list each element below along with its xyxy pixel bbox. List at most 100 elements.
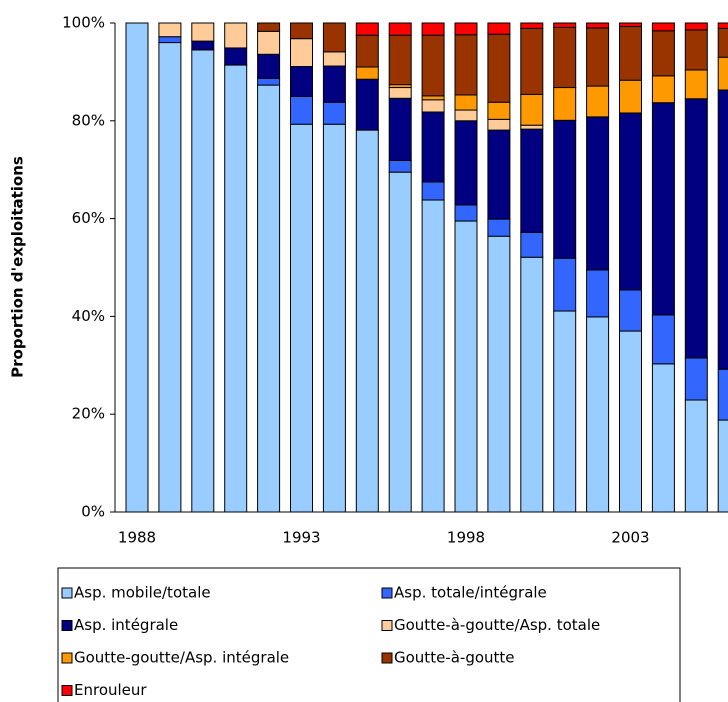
- x-tick-label: 1998: [447, 529, 485, 547]
- bar-segment: [454, 204, 478, 222]
- bar-segment: [487, 33, 511, 103]
- bar-segment: [684, 29, 708, 71]
- bar-segment: [388, 87, 412, 99]
- bar-segment: [224, 47, 248, 66]
- bar-segment: [388, 97, 412, 161]
- bar-segment: [388, 159, 412, 173]
- legend-swatch: [61, 620, 73, 631]
- x-tick-label: 2003: [611, 529, 649, 547]
- bar-segment: [388, 22, 412, 36]
- bar-segment: [651, 22, 675, 32]
- bar-segment: [717, 89, 728, 370]
- legend-swatch: [381, 587, 393, 599]
- bar-segment: [290, 38, 313, 68]
- bar-segment: [454, 34, 478, 96]
- legend-swatch: [61, 685, 73, 696]
- legend-box: [57, 567, 681, 702]
- bar-segment: [355, 66, 379, 80]
- y-tick-label: 60%: [72, 209, 105, 227]
- bar-segment: [651, 314, 675, 365]
- bar-segment: [421, 199, 445, 513]
- bar-segment: [257, 53, 281, 79]
- bar-segment: [651, 363, 675, 513]
- bar-segment: [619, 289, 642, 332]
- y-tick-label: 40%: [72, 307, 105, 325]
- bar-segment: [487, 22, 511, 35]
- bar-segment: [322, 51, 346, 67]
- bar-segment: [454, 120, 478, 206]
- bar-segment: [619, 22, 642, 27]
- bar-segment: [520, 231, 544, 258]
- bar-segment: [586, 316, 610, 513]
- bar-segment: [421, 99, 445, 113]
- bar-segment: [454, 22, 478, 36]
- y-tick-label: 100%: [62, 14, 105, 32]
- bar-segment: [322, 65, 346, 103]
- bar-segment: [553, 22, 577, 28]
- bar-segment: [158, 22, 182, 38]
- bar-segment: [520, 27, 544, 95]
- bar-segment: [290, 95, 313, 125]
- bar-segment: [651, 102, 675, 316]
- legend-swatch: [61, 587, 73, 599]
- bar-segment: [487, 101, 511, 120]
- bar-segment: [257, 84, 281, 513]
- bar-segment: [322, 123, 346, 513]
- bar-segment: [520, 128, 544, 233]
- legend-label: Goutte-à-goutte: [394, 649, 515, 667]
- bar-segment: [586, 269, 610, 318]
- bar-segment: [355, 129, 379, 513]
- bar-segment: [322, 101, 346, 125]
- bar-segment: [257, 77, 281, 86]
- bar-segment: [520, 93, 544, 126]
- bar-segment: [717, 27, 728, 58]
- bar-segment: [520, 22, 544, 29]
- legend-label: Goutte-goutte/Asp. intégrale: [74, 649, 289, 667]
- bar-segment: [619, 79, 642, 114]
- bar-segment: [586, 22, 610, 29]
- bar-segment: [355, 34, 379, 68]
- bar-segment: [290, 22, 313, 40]
- bar-segment: [619, 25, 642, 81]
- bar-segment: [355, 78, 379, 131]
- bar-segment: [421, 95, 445, 101]
- bar-segment: [487, 129, 511, 220]
- bar-segment: [454, 109, 478, 122]
- legend-label: Enrouleur: [74, 681, 147, 699]
- bar-segment: [684, 357, 708, 401]
- bar-segment: [454, 94, 478, 111]
- bar-segment: [553, 26, 577, 89]
- bar-segment: [257, 22, 281, 32]
- bar-segment: [520, 124, 544, 130]
- y-tick-label: 20%: [72, 405, 105, 423]
- legend-label: Asp. mobile/totale: [74, 584, 211, 602]
- bar-segment: [421, 181, 445, 201]
- bar-segment: [717, 22, 728, 29]
- bar-segment: [290, 123, 313, 513]
- bar-segment: [520, 256, 544, 513]
- bar-segment: [586, 27, 610, 87]
- bar-segment: [619, 112, 642, 291]
- bar-segment: [322, 22, 346, 53]
- y-axis-label: Proportion d'exploitations: [9, 156, 27, 378]
- bar-segment: [684, 69, 708, 100]
- bar-segment: [684, 399, 708, 513]
- bar-segment: [619, 330, 642, 513]
- legend-swatch: [381, 620, 393, 631]
- bar-segment: [586, 85, 610, 118]
- bar-segment: [191, 40, 215, 51]
- bar-segment: [224, 22, 248, 49]
- bar-segment: [421, 34, 445, 97]
- bar-segment: [421, 111, 445, 183]
- bar-segment: [553, 310, 577, 513]
- x-tick-label: 1993: [282, 529, 320, 547]
- bar-segment: [224, 64, 248, 513]
- legend-label: Asp. intégrale: [74, 616, 178, 634]
- bar-segment: [388, 34, 412, 86]
- bar-segment: [158, 42, 182, 513]
- x-tick-label: 1988: [118, 529, 156, 547]
- bar-segment: [717, 56, 728, 91]
- bar-segment: [388, 171, 412, 513]
